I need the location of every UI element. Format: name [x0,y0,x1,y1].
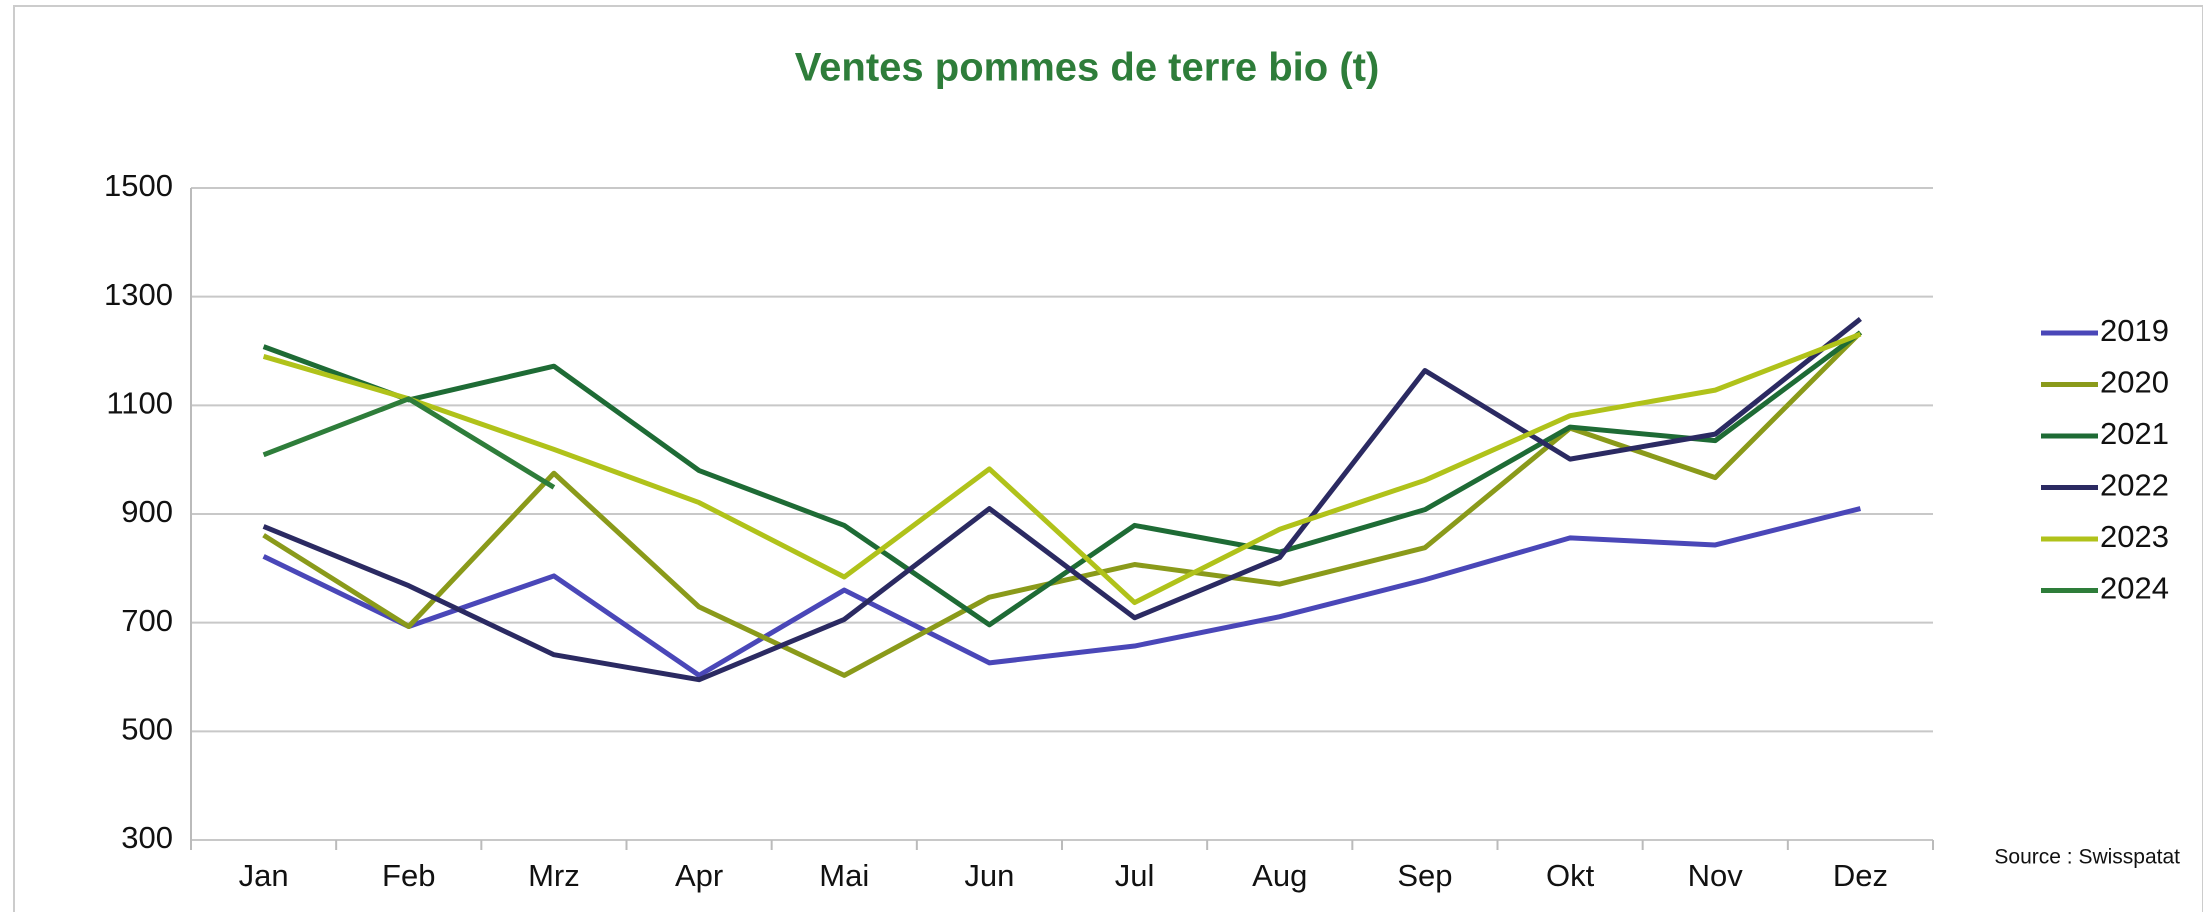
legend-label: 2021 [2100,416,2169,451]
y-tick-label: 700 [121,603,173,638]
x-tick-label: Mai [819,858,869,893]
x-tick-label: Jun [964,858,1014,893]
x-tick-label: Mrz [528,858,580,893]
y-tick-label: 500 [121,712,173,747]
series-line [262,330,1862,628]
legend-label: 2023 [2100,519,2169,554]
series-line [262,316,1862,683]
frame [13,5,2203,912]
x-tick-label: Jan [239,858,289,893]
legend-label: 2024 [2100,571,2169,606]
x-tick-label: Dez [1833,858,1888,893]
y-tick-label: 1500 [104,168,173,203]
x-tick-label: Feb [382,858,435,893]
series-line [262,396,556,490]
legend-label: 2019 [2100,313,2169,348]
y-tick-label: 1300 [104,277,173,312]
legend-label: 2022 [2100,468,2169,503]
x-tick-label: Okt [1546,858,1595,893]
source: Source : Swisspatat [1994,846,2180,869]
x-tick-label: Sep [1397,858,1452,893]
y-tick-label: 1100 [106,386,173,421]
chart-title: Ventes pommes de terre bio (t) [795,46,1380,90]
series-line [262,330,1863,678]
x-tick-label: Apr [675,858,723,893]
x-tick-label: Aug [1252,858,1307,893]
y-tick-label: 300 [121,820,173,855]
series-line [262,331,1862,606]
x-tick-label: Nov [1688,858,1744,893]
y-tick-label: 900 [121,494,173,529]
series-line [262,506,1862,678]
x-tick-label: Jul [1115,858,1155,893]
legend-label: 2020 [2100,365,2169,400]
